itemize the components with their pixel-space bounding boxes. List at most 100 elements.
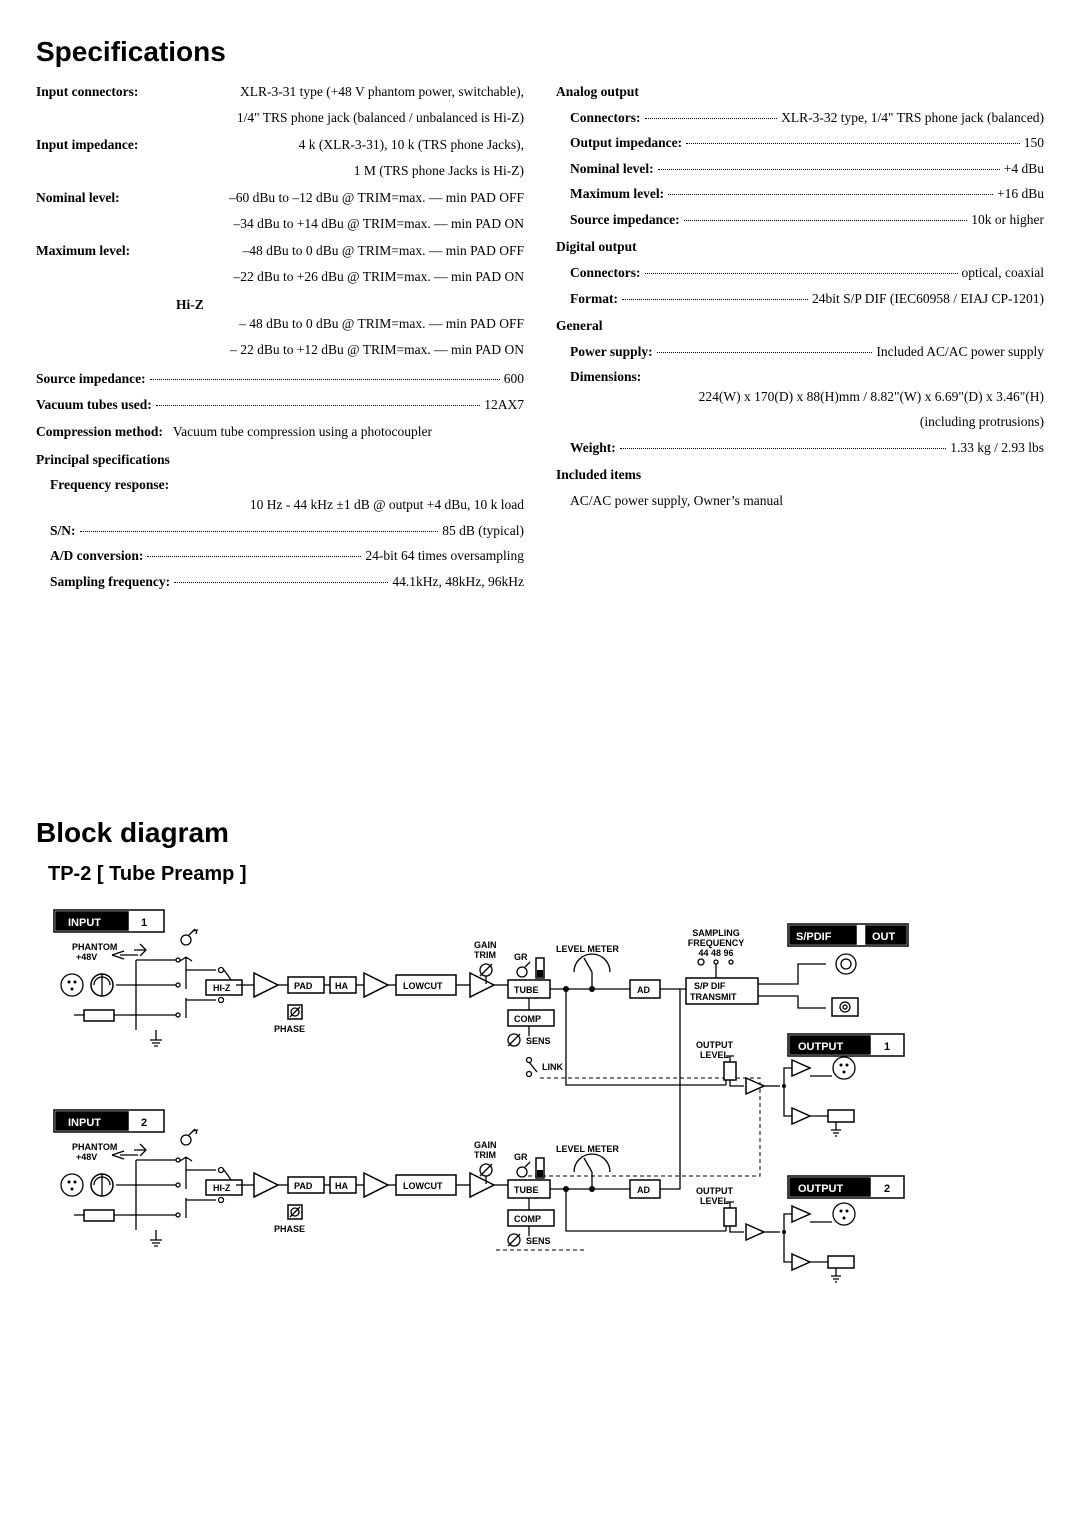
label-sampling-nums: 44 48 96 <box>698 948 733 958</box>
label-hiz-1: HI-Z <box>213 983 231 993</box>
label-source-impedance: Source impedance: <box>36 369 146 389</box>
value-vacuum: 12AX7 <box>484 395 524 415</box>
value-source-impedance: 600 <box>504 369 524 389</box>
label-comp-2: COMP <box>514 1214 541 1224</box>
label-outlevel-1a: OUTPUT <box>696 1040 734 1050</box>
label-power: Power supply: <box>570 342 653 362</box>
label-sn: S/N: <box>50 521 76 541</box>
label-weight: Weight: <box>570 438 616 458</box>
label-ad: A/D conversion: <box>50 546 143 566</box>
label-phantom-2: PHANTOM <box>72 1142 117 1152</box>
value-max2: +16 dBu <box>997 184 1044 204</box>
value-conn: XLR-3-32 type, 1/4" TRS phone jack (bala… <box>781 108 1044 128</box>
label-ha-2: HA <box>335 1181 348 1191</box>
specs-right: Analog output Connectors: XLR-3-32 type,… <box>556 82 1044 597</box>
value-nominal-1: –60 dBu to –12 dBu @ TRIM=max. — min PAD… <box>120 188 524 208</box>
principal-specs-heading: Principal specifications <box>36 450 524 470</box>
label-link: LINK <box>542 1062 563 1072</box>
value-dfmt: 24bit S/P DIF (IEC60958 / EIAJ CP-1201) <box>812 289 1044 309</box>
label-comp-1: COMP <box>514 1014 541 1024</box>
label-48v-1: +48V <box>76 952 97 962</box>
specifications-heading: Specifications <box>36 36 1044 68</box>
label-input1-n: 1 <box>141 917 147 929</box>
label-vacuum: Vacuum tubes used: <box>36 395 152 415</box>
value-weight: 1.33 kg / 2.93 lbs <box>950 438 1044 458</box>
value-hiz-2: – 22 dBu to +12 dBu @ TRIM=max. — min PA… <box>36 340 524 360</box>
label-output-2n: 2 <box>884 1183 890 1195</box>
label-trim-2: TRIM <box>474 1150 496 1160</box>
value-input-connectors-2: 1/4" TRS phone jack (balanced / unbalanc… <box>36 108 524 128</box>
label-pad-2: PAD <box>294 1181 313 1191</box>
label-dconn: Connectors: <box>570 263 641 283</box>
label-gr-1: GR <box>514 952 528 962</box>
label-tube-2: TUBE <box>514 1185 539 1195</box>
analog-output-heading: Analog output <box>556 82 1044 102</box>
value-maximum-2: –22 dBu to +26 dBu @ TRIM=max. — min PAD… <box>36 267 524 287</box>
label-levelmeter-2: LEVEL METER <box>556 1144 619 1154</box>
value-included: AC/AC power supply, Owner’s manual <box>570 491 1044 511</box>
label-max2: Maximum level: <box>570 184 664 204</box>
value-sampling: 44.1kHz, 48kHz, 96kHz <box>392 572 524 592</box>
label-input-impedance: Input impedance: <box>36 135 138 155</box>
value-maximum-1: –48 dBu to 0 dBu @ TRIM=max. — min PAD O… <box>130 241 524 261</box>
label-input-connectors: Input connectors: <box>36 82 138 102</box>
value-sn: 85 dB (typical) <box>442 521 524 541</box>
label-srcimp2: Source impedance: <box>570 210 680 230</box>
tp2-heading: TP-2 [ Tube Preamp ] <box>48 863 1044 886</box>
value-nominal-2: –34 dBu to +14 dBu @ TRIM=max. — min PAD… <box>36 214 524 234</box>
label-outlevel-1b: LEVEL <box>700 1050 730 1060</box>
value-outimp: 150 <box>1024 133 1044 153</box>
label-gr-2: GR <box>514 1152 528 1162</box>
specs-left: Input connectors: XLR-3-31 type (+48 V p… <box>36 82 524 597</box>
value-dconn: optical, coaxial <box>962 263 1044 283</box>
label-conn: Connectors: <box>570 108 641 128</box>
value-srcimp2: 10k or higher <box>971 210 1044 230</box>
label-lowcut-2: LOWCUT <box>403 1181 443 1191</box>
label-comp-method: Compression method: <box>36 422 163 442</box>
value-input-impedance-2: 1 M (TRS phone Jacks is Hi-Z) <box>36 161 524 181</box>
label-tube-1: TUBE <box>514 985 539 995</box>
label-ad-1: AD <box>637 985 650 995</box>
label-nominal-level: Nominal level: <box>36 188 120 208</box>
label-input1: INPUT <box>68 917 101 929</box>
label-phase-2: PHASE <box>274 1224 305 1234</box>
label-phantom-1: PHANTOM <box>72 942 117 952</box>
label-gain-1: GAIN <box>474 940 497 950</box>
label-sampling: Sampling frequency: <box>50 572 170 592</box>
label-spdif: S/PDIF <box>796 931 832 943</box>
value-nom2: +4 dBu <box>1004 159 1044 179</box>
value-freq-resp: 10 Hz - 44 kHz ±1 dB @ output +4 dBu, 10… <box>50 495 524 515</box>
label-pad-1: PAD <box>294 981 313 991</box>
block-diagram-svg: INPUT 1 PHANTOM +48V <box>36 900 1044 1460</box>
value-power: Included AC/AC power supply <box>876 342 1044 362</box>
label-out: OUT <box>872 931 896 943</box>
label-outlevel-2b: LEVEL <box>700 1196 730 1206</box>
label-spdif-t1: S/P DIF <box>694 981 726 991</box>
label-spdif-t2: TRANSMIT <box>690 992 737 1002</box>
value-hiz-1: – 48 dBu to 0 dBu @ TRIM=max. — min PAD … <box>36 314 524 334</box>
label-freq-resp: Frequency response: <box>50 475 524 495</box>
label-output-1: OUTPUT <box>798 1041 844 1053</box>
label-lowcut-1: LOWCUT <box>403 981 443 991</box>
label-output-2: OUTPUT <box>798 1183 844 1195</box>
label-maximum-level: Maximum level: <box>36 241 130 261</box>
general-heading: General <box>556 316 1044 336</box>
label-outimp: Output impedance: <box>570 133 682 153</box>
specs-columns: Input connectors: XLR-3-31 type (+48 V p… <box>36 82 1044 597</box>
label-sens-1: SENS <box>526 1036 551 1046</box>
label-input2: INPUT <box>68 1117 101 1129</box>
label-nom2: Nominal level: <box>570 159 654 179</box>
label-sampling-1: SAMPLING <box>692 928 740 938</box>
value-input-impedance-1: 4 k (XLR-3-31), 10 k (TRS phone Jacks), <box>138 135 524 155</box>
label-output-1n: 1 <box>884 1041 890 1053</box>
label-sampling-2: FREQUENCY <box>688 938 745 948</box>
label-sens-2: SENS <box>526 1236 551 1246</box>
label-phase-1: PHASE <box>274 1024 305 1034</box>
value-ad: 24-bit 64 times oversampling <box>365 546 524 566</box>
label-dfmt: Format: <box>570 289 618 309</box>
included-heading: Included items <box>556 465 1044 485</box>
label-dimensions: Dimensions: <box>570 367 1044 387</box>
label-trim-1: TRIM <box>474 950 496 960</box>
label-gain-2: GAIN <box>474 1140 497 1150</box>
label-ha-1: HA <box>335 981 348 991</box>
